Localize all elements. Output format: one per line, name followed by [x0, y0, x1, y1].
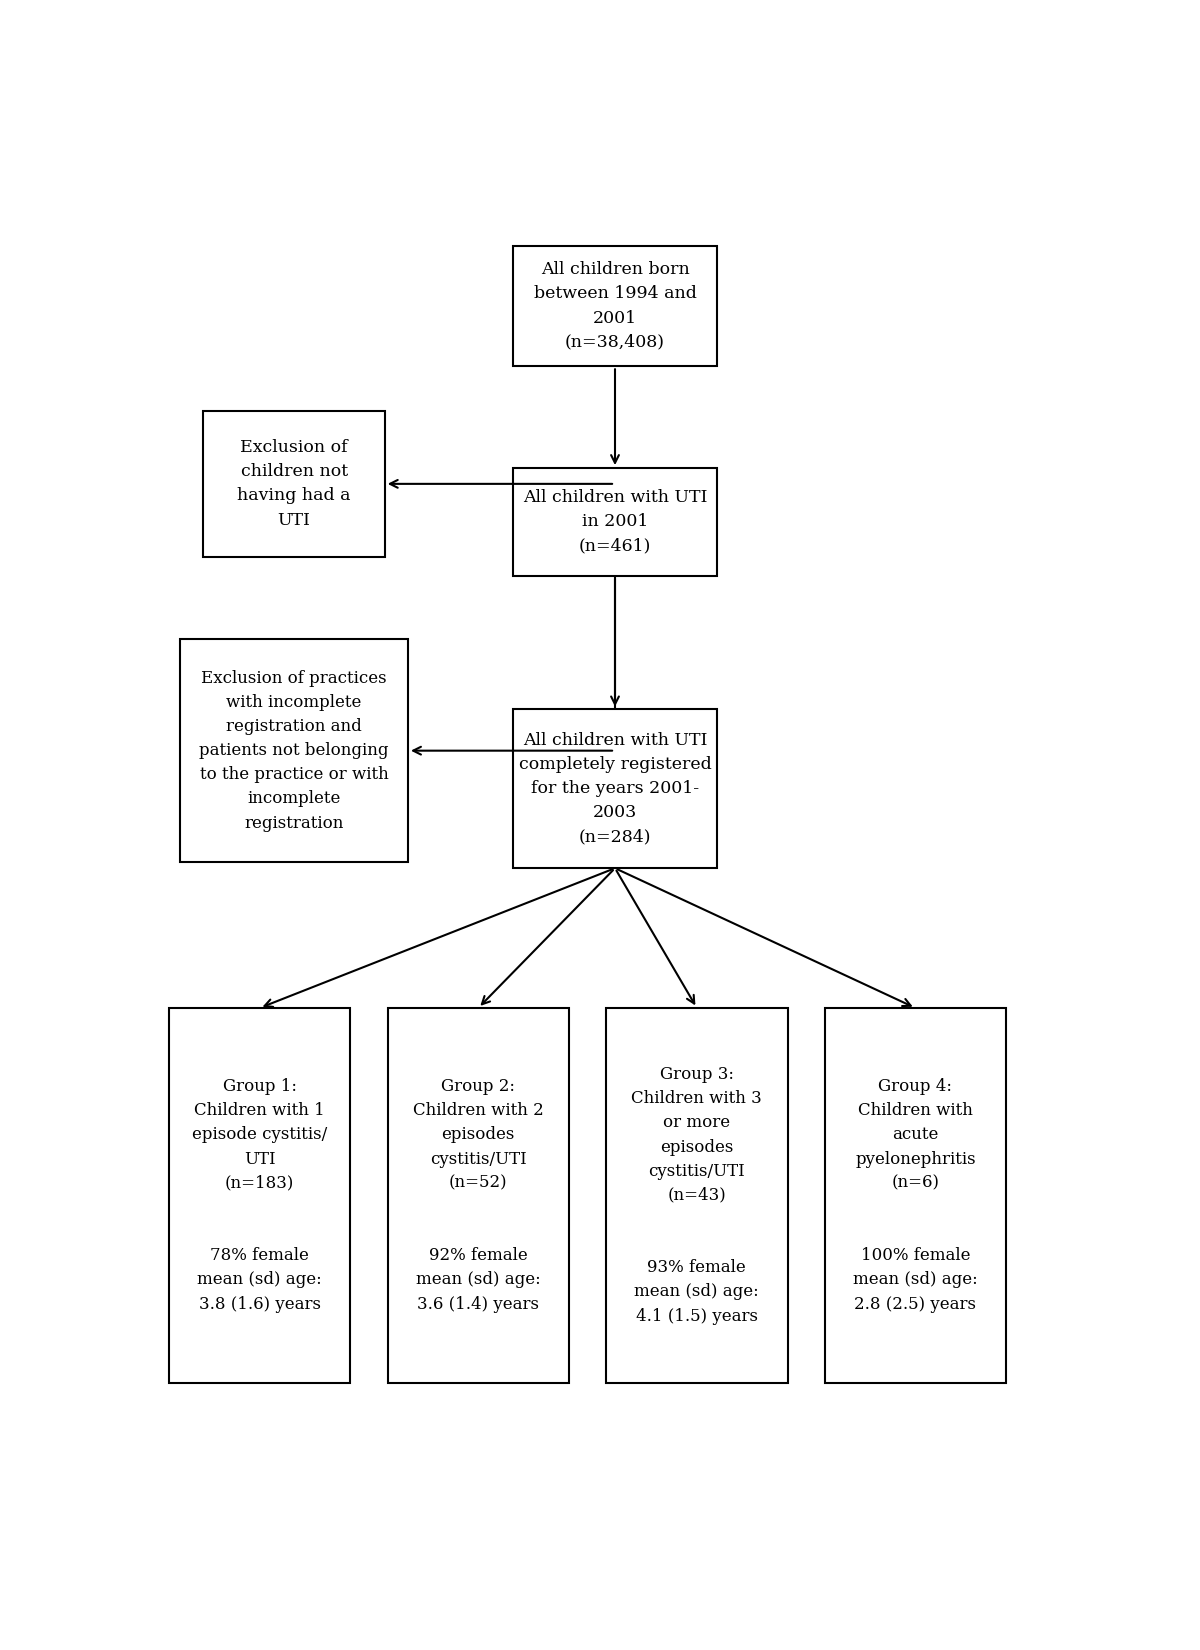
- Text: All children with UTI
completely registered
for the years 2001-
2003
(n=284): All children with UTI completely registe…: [518, 733, 712, 845]
- Text: Exclusion of
children not
having had a
UTI: Exclusion of children not having had a U…: [238, 439, 350, 528]
- FancyBboxPatch shape: [606, 1008, 787, 1383]
- FancyBboxPatch shape: [169, 1008, 350, 1383]
- Text: All children with UTI
in 2001
(n=461): All children with UTI in 2001 (n=461): [523, 490, 707, 554]
- Text: Exclusion of practices
with incomplete
registration and
patients not belonging
t: Exclusion of practices with incomplete r…: [199, 670, 389, 832]
- FancyBboxPatch shape: [204, 411, 385, 558]
- Text: Group 3:
Children with 3
or more
episodes
cystitis/UTI
(n=43)


93% female
mean : Group 3: Children with 3 or more episode…: [631, 1066, 762, 1325]
- Text: Group 4:
Children with
acute
pyelonephritis
(n=6)


100% female
mean (sd) age:
2: Group 4: Children with acute pyelonephri…: [853, 1077, 978, 1312]
- FancyBboxPatch shape: [512, 710, 718, 868]
- Text: Group 2:
Children with 2
episodes
cystitis/UTI
(n=52)


92% female
mean (sd) age: Group 2: Children with 2 episodes cystit…: [413, 1077, 544, 1312]
- Text: All children born
between 1994 and
2001
(n=38,408): All children born between 1994 and 2001 …: [534, 261, 696, 351]
- FancyBboxPatch shape: [388, 1008, 569, 1383]
- FancyBboxPatch shape: [512, 246, 718, 366]
- FancyBboxPatch shape: [824, 1008, 1006, 1383]
- FancyBboxPatch shape: [180, 640, 408, 861]
- FancyBboxPatch shape: [512, 469, 718, 576]
- Text: Group 1:
Children with 1
episode cystitis/
UTI
(n=183)


78% female
mean (sd) ag: Group 1: Children with 1 episode cystiti…: [192, 1077, 328, 1312]
